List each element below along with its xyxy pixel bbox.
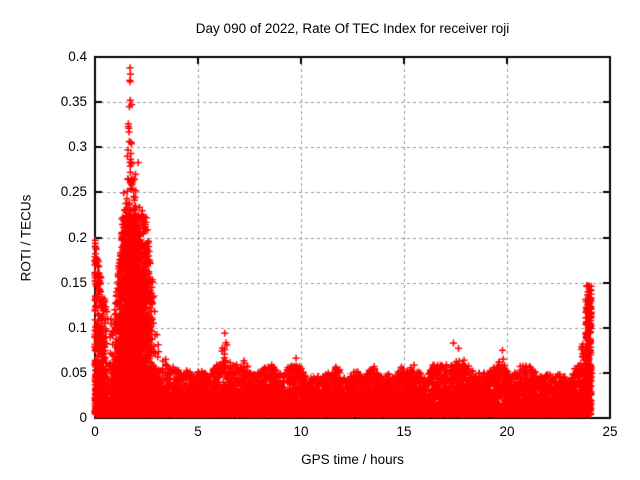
y-tick-label: 0.1: [68, 319, 87, 335]
x-tick-label: 0: [91, 424, 99, 439]
y-tick-label: 0.15: [60, 274, 87, 290]
y-tick-label: 0: [79, 410, 87, 425]
y-tick-label: 0.2: [68, 229, 87, 245]
x-tick-label: 25: [602, 424, 618, 439]
x-tick-label: 20: [499, 424, 515, 439]
x-tick-label: 15: [396, 424, 412, 439]
x-tick-label: 10: [293, 424, 309, 439]
y-tick-label: 0.25: [60, 184, 87, 200]
x-tick-label: 5: [194, 424, 202, 439]
y-tick-label: 0.35: [60, 94, 87, 110]
x-axis-title: GPS time / hours: [301, 452, 404, 467]
y-tick-label: 0.3: [68, 139, 87, 155]
chart-title: Day 090 of 2022, Rate Of TEC Index for r…: [195, 21, 510, 36]
y-tick-label: 0.05: [60, 364, 87, 380]
y-tick-label: 0.4: [68, 49, 87, 64]
